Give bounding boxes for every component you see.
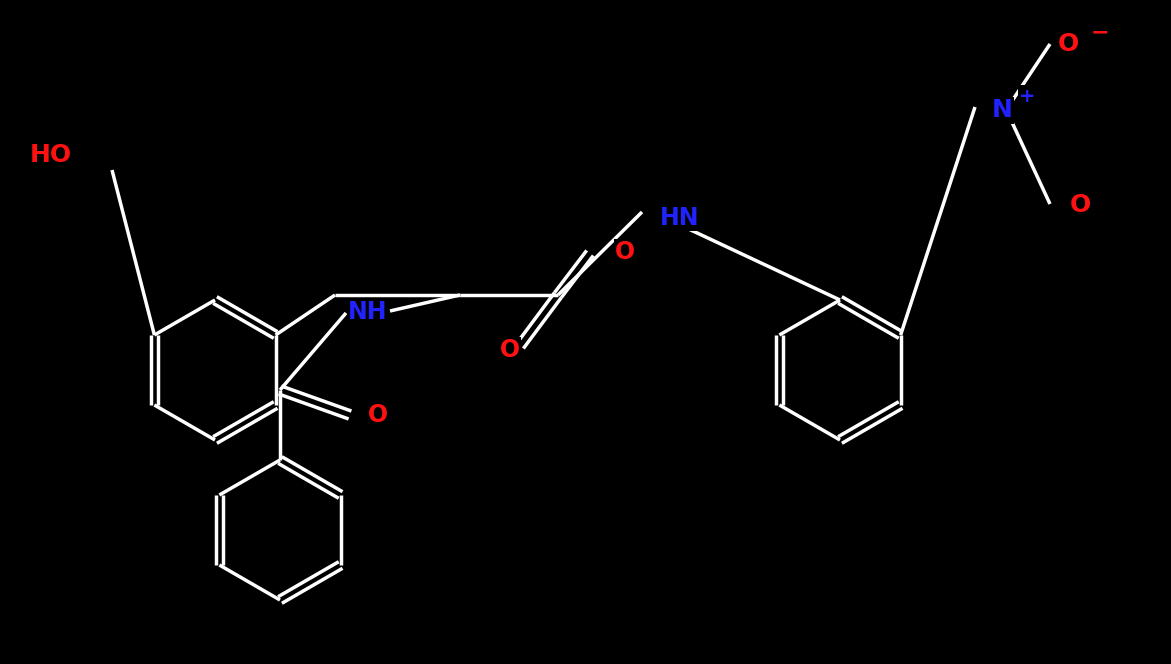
Text: NH: NH xyxy=(348,300,388,324)
Text: N: N xyxy=(992,98,1013,122)
Text: −: − xyxy=(1090,22,1109,42)
Text: O: O xyxy=(1070,193,1091,217)
Text: HO: HO xyxy=(30,143,71,167)
Text: O: O xyxy=(615,240,635,264)
Text: O: O xyxy=(368,403,388,427)
Text: HN: HN xyxy=(660,206,699,230)
Text: O: O xyxy=(500,338,520,362)
Text: O: O xyxy=(1057,32,1078,56)
Text: +: + xyxy=(1019,86,1035,106)
